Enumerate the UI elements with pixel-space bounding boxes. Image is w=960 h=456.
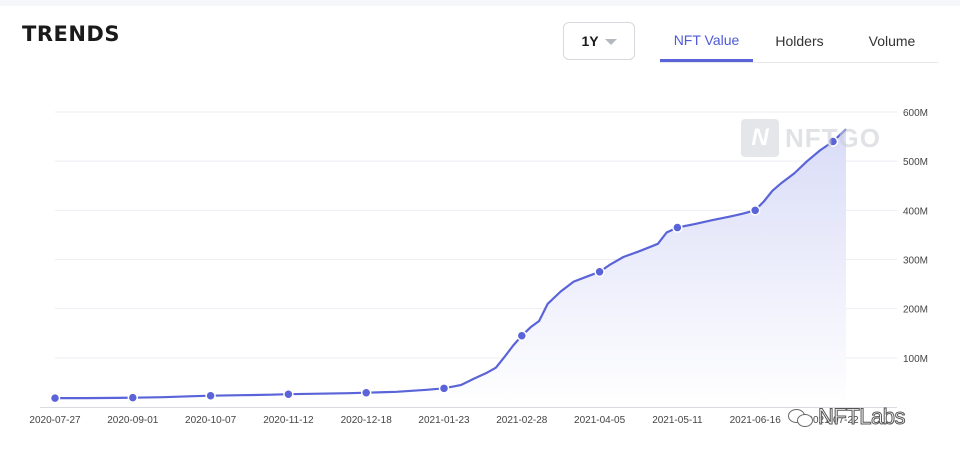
tab-nft-value[interactable]: NFT Value <box>660 20 753 62</box>
data-point <box>283 388 294 400</box>
x-tick-label: 2020-12-18 <box>341 415 393 426</box>
chevron-down-icon <box>604 39 617 45</box>
data-point <box>360 387 372 398</box>
data-point <box>594 266 605 278</box>
nftgo-logo-icon: N <box>741 119 779 157</box>
range-select-value: 1Y <box>581 33 599 49</box>
x-axis: 2020-07-27 2020-09-01 2020-10-07 2020-11-12… <box>29 415 859 426</box>
metric-tabs: NFT Value Holders Volume <box>660 20 938 63</box>
tab-holders[interactable]: Holders <box>775 33 824 49</box>
x-tick-label: 2020-10-07 <box>185 415 237 426</box>
data-point <box>438 383 450 394</box>
data-point <box>127 392 139 403</box>
x-tick-label: 2021-02-28 <box>496 415 548 426</box>
data-point <box>749 205 761 216</box>
watermark-text: NFTGO <box>785 122 881 153</box>
range-select[interactable]: 1Y <box>563 22 635 60</box>
y-tick-label: 200M <box>903 305 928 316</box>
x-tick-label: 2021-01-23 <box>418 415 470 426</box>
x-tick-label: 2021-04-05 <box>574 415 626 426</box>
x-tick-label: 2021-05-11 <box>652 415 703 426</box>
y-tick-label: 300M <box>903 256 928 267</box>
top-strip <box>0 0 960 6</box>
source-watermark: NFTLabs <box>788 404 906 430</box>
data-point <box>827 136 839 147</box>
y-tick-label: 100M <box>903 354 928 365</box>
wechat-icon <box>788 407 814 427</box>
source-watermark-text: NFTLabs <box>818 404 906 430</box>
x-tick-label: 2021-07-22 <box>807 415 859 426</box>
y-tick-label: 600M <box>903 108 928 119</box>
area-layer <box>55 129 846 407</box>
marker-layer <box>49 136 839 404</box>
x-tick-label: 2020-09-01 <box>107 415 159 426</box>
data-point <box>516 330 528 341</box>
x-tick-label: 2020-07-27 <box>29 415 81 426</box>
page-title: TRENDS <box>22 22 120 46</box>
data-point <box>672 222 683 233</box>
tab-volume[interactable]: Volume <box>868 33 916 49</box>
data-point <box>205 390 216 401</box>
x-tick-label: 2021-06-16 <box>730 415 782 426</box>
series-area <box>55 129 846 407</box>
y-axis: 100M 200M 300M 400M 500M 600M <box>903 108 928 365</box>
data-point <box>49 392 61 404</box>
y-tick-label: 500M <box>903 157 928 168</box>
y-tick-label: 400M <box>903 206 928 217</box>
nftgo-watermark: N NFTGO <box>741 119 881 157</box>
x-tick-label: 2020-11-12 <box>263 415 314 426</box>
